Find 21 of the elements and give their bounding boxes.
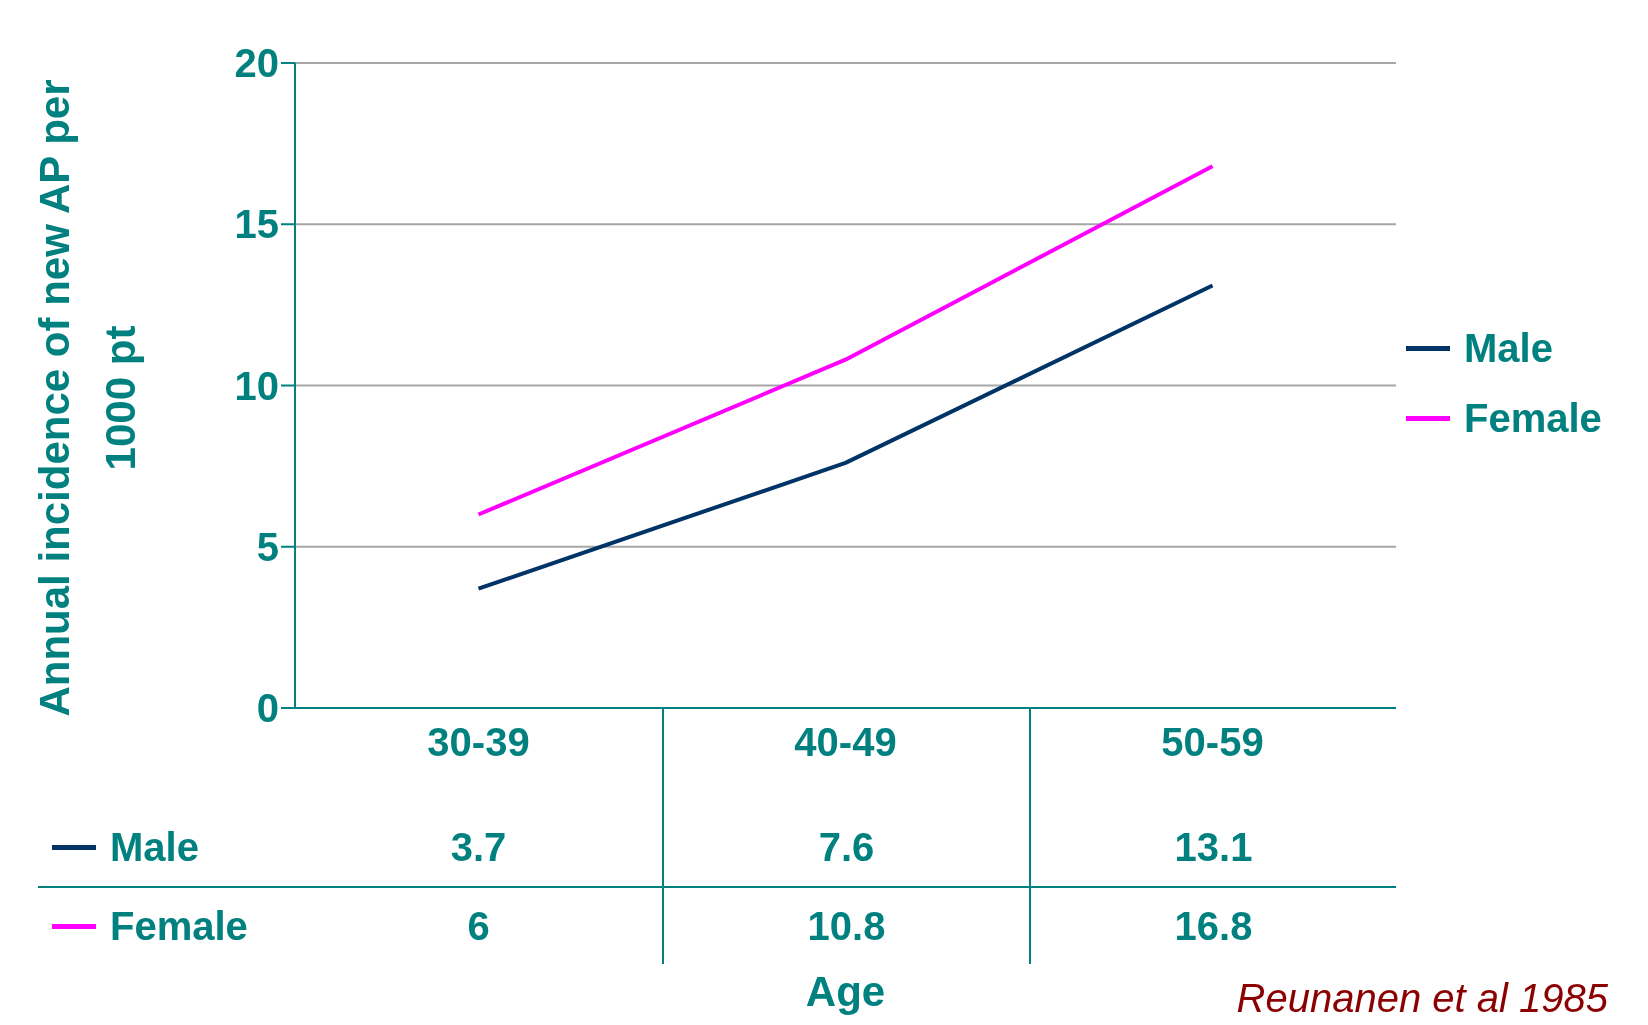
text: Male [110, 824, 199, 869]
data-label: 13.1 [1029, 808, 1396, 886]
y-tick-label: 0 [256, 686, 279, 731]
legend-label: Female [1464, 395, 1602, 441]
y-tick-label: 20 [234, 41, 279, 86]
x-tick-label: 50-59 [1161, 720, 1264, 765]
data-label: 10.8 [662, 888, 1029, 964]
y-tick-label: 5 [256, 524, 279, 569]
y-axis-title: Annual incidence of new AP per 1000 pt [30, 78, 145, 719]
data-label: 7.6 [662, 808, 1029, 886]
y-tick-label: 10 [234, 363, 279, 408]
y-tick-label: 15 [234, 202, 279, 247]
data-label: 6 [466, 902, 491, 950]
legend-label: Male [1464, 325, 1553, 371]
data-label: 16.8 [1029, 888, 1396, 964]
x-axis-title: Age [805, 968, 886, 1015]
data-label: 3.7 [449, 823, 508, 871]
x-tick-label: 30-39 [427, 720, 530, 765]
text: Reunanen et al 1985 [1236, 976, 1608, 1021]
x-tick-label: 40-49 [794, 720, 897, 765]
text: Female [110, 903, 248, 948]
